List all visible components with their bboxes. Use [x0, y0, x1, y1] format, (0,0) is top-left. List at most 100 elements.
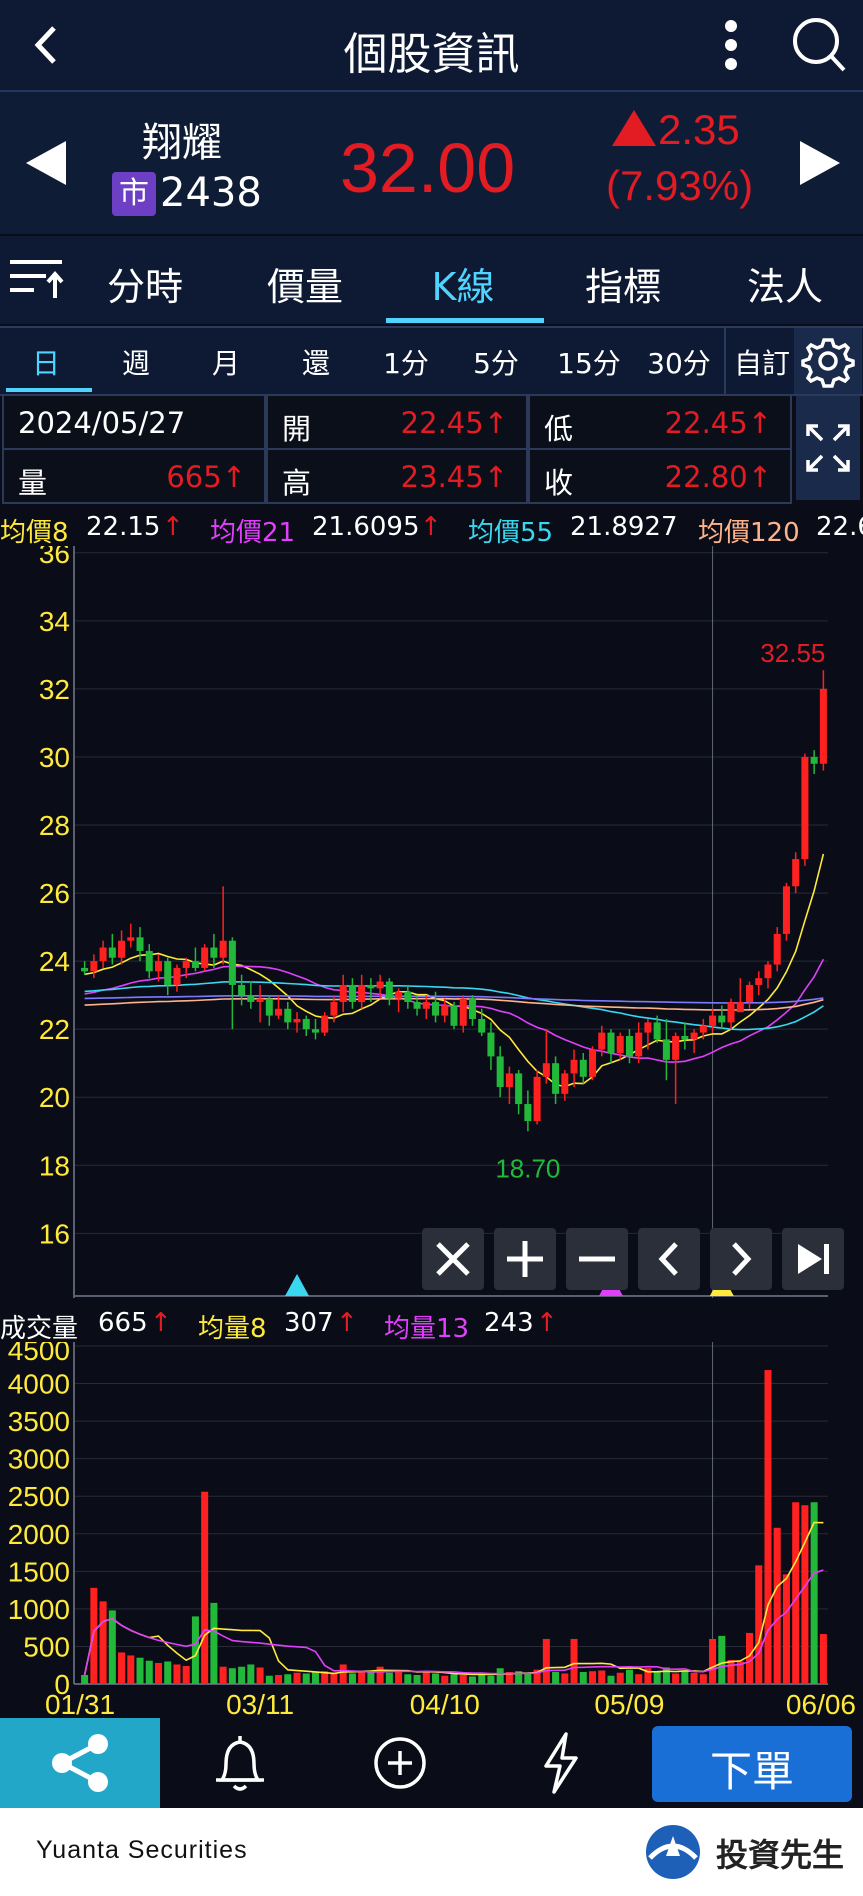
volume-bar: [321, 1671, 329, 1684]
candle-body: [275, 1008, 283, 1016]
candle-body: [487, 1032, 495, 1057]
tab-institutional[interactable]: 法人: [746, 265, 823, 309]
volume-bar: [736, 1661, 744, 1684]
volume-bar: [635, 1674, 643, 1684]
period-5min[interactable]: 5分: [473, 347, 519, 380]
price-change: 2.35: [658, 106, 740, 153]
candle-body: [367, 984, 375, 989]
bell-icon[interactable]: [200, 1730, 280, 1796]
candle-body: [228, 940, 236, 985]
stock-price: 32.00: [340, 129, 516, 207]
scroll-right-icon[interactable]: [710, 1228, 772, 1290]
volume-bar: [662, 1667, 670, 1684]
candle-body: [81, 967, 89, 972]
more-vertical-icon[interactable]: [713, 16, 749, 74]
volume-bar: [275, 1674, 283, 1684]
zoom-in-icon[interactable]: [494, 1228, 556, 1290]
volume-bar: [422, 1671, 430, 1684]
price-tick-label: 28: [39, 810, 70, 841]
volume-bar: [136, 1657, 144, 1684]
volume-bar: [395, 1671, 403, 1684]
share-icon[interactable]: [0, 1718, 160, 1808]
close-icon[interactable]: [422, 1228, 484, 1290]
place-order-button[interactable]: 下單: [652, 1726, 852, 1802]
period-day[interactable]: 日: [31, 347, 60, 380]
candle-body: [727, 1001, 735, 1023]
candle-body: [468, 998, 476, 1019]
info-low-cell: 低 22.45↑: [528, 394, 792, 450]
volume-bar: [432, 1673, 440, 1684]
high-value: 23.45↑: [400, 460, 508, 494]
tab-price-volume[interactable]: 價量: [266, 265, 343, 309]
period-restored[interactable]: 還: [301, 347, 330, 380]
volume-bar: [441, 1675, 449, 1684]
candle-body: [524, 1104, 532, 1122]
date-tick-label: 03/11: [226, 1689, 294, 1718]
period-30min[interactable]: 30分: [647, 347, 711, 380]
info-high-cell: 高 23.45↑: [266, 448, 528, 504]
volume-chart[interactable]: 4500 4000 3500 3000 2500 2000 1500 1000 500 001/3…: [0, 1342, 863, 1718]
volume-bar: [154, 1662, 163, 1684]
candle-body: [395, 991, 403, 999]
tab-indicators[interactable]: 指標: [584, 265, 661, 309]
volume-bar: [727, 1659, 735, 1684]
volume-bar: [515, 1671, 523, 1684]
tab-minute[interactable]: 分時: [106, 265, 183, 309]
volume-bar: [542, 1638, 550, 1684]
candle-body: [136, 937, 144, 951]
zoom-out-icon[interactable]: [566, 1228, 628, 1290]
volume-bar: [819, 1634, 827, 1684]
candle-body: [570, 1059, 578, 1074]
search-icon[interactable]: [788, 14, 848, 76]
add-circle-icon[interactable]: [360, 1730, 440, 1796]
volume-bar: [118, 1652, 126, 1684]
ma8-arrow: ↑: [162, 512, 184, 542]
volume-bar: [616, 1672, 624, 1684]
place-order-label: 下單: [709, 1747, 794, 1796]
date-tick-label: 05/09: [594, 1689, 664, 1718]
volume-bar: [570, 1638, 578, 1684]
ma240-line: [84, 995, 824, 1004]
vol8-value: 307: [284, 1308, 334, 1338]
volume-bar: [699, 1674, 707, 1684]
settings-gear-icon[interactable]: [794, 328, 862, 394]
candle-body: [422, 1001, 430, 1009]
back-chevron-icon[interactable]: [22, 20, 72, 70]
broker-name: Yuanta Securities: [36, 1836, 248, 1864]
volume-bar: [99, 1601, 107, 1684]
period-15min[interactable]: 15分: [557, 347, 621, 380]
period-custom[interactable]: 自訂: [733, 347, 790, 380]
volume-bar: [801, 1505, 809, 1684]
volume-bar: [164, 1661, 172, 1684]
candle-body: [644, 1022, 652, 1033]
ma-legend: 均價8 22.15 ↑ 均價21 21.6095 ↑ 均價55 21.8927 …: [0, 512, 863, 544]
candle-body: [441, 1005, 449, 1016]
prev-stock-arrow-icon[interactable]: [22, 138, 70, 188]
volume-legend-value: 665: [98, 1308, 148, 1338]
period-week[interactable]: 週: [121, 347, 150, 380]
volume-bar: [330, 1672, 338, 1684]
period-1min[interactable]: 1分: [383, 347, 429, 380]
sort-menu-icon[interactable]: [8, 254, 64, 304]
info-date: 2024/05/27: [18, 406, 186, 440]
candle-body: [589, 1049, 597, 1077]
date-tick-label: 06/06: [786, 1689, 856, 1718]
volume-tick-label: 4000: [8, 1369, 70, 1400]
scroll-left-icon[interactable]: [638, 1228, 700, 1290]
next-stock-arrow-icon[interactable]: [796, 138, 844, 188]
app-header: 個股資訊: [0, 0, 863, 92]
info-open-cell: 開 22.45↑: [266, 394, 528, 450]
candle-body: [404, 991, 412, 1002]
jump-to-end-icon[interactable]: [782, 1228, 844, 1290]
lightning-icon[interactable]: [520, 1730, 600, 1796]
candlestick-chart[interactable]: 36 34 32 30 28 26 24 22 20 18 16 32.55 18.70: [0, 546, 863, 1298]
fullscreen-icon[interactable]: [796, 396, 860, 500]
volume-tick-label: 1000: [8, 1594, 70, 1625]
candle-body: [819, 688, 827, 764]
volume-bar: [625, 1669, 633, 1684]
volume-bar: [552, 1671, 560, 1684]
candle-body: [330, 1001, 338, 1016]
period-selector: 日 週 月 還 1分 5分 15分 30分 自訂: [0, 326, 863, 396]
period-month[interactable]: 月: [211, 347, 240, 380]
tab-kline[interactable]: K線: [431, 265, 495, 309]
